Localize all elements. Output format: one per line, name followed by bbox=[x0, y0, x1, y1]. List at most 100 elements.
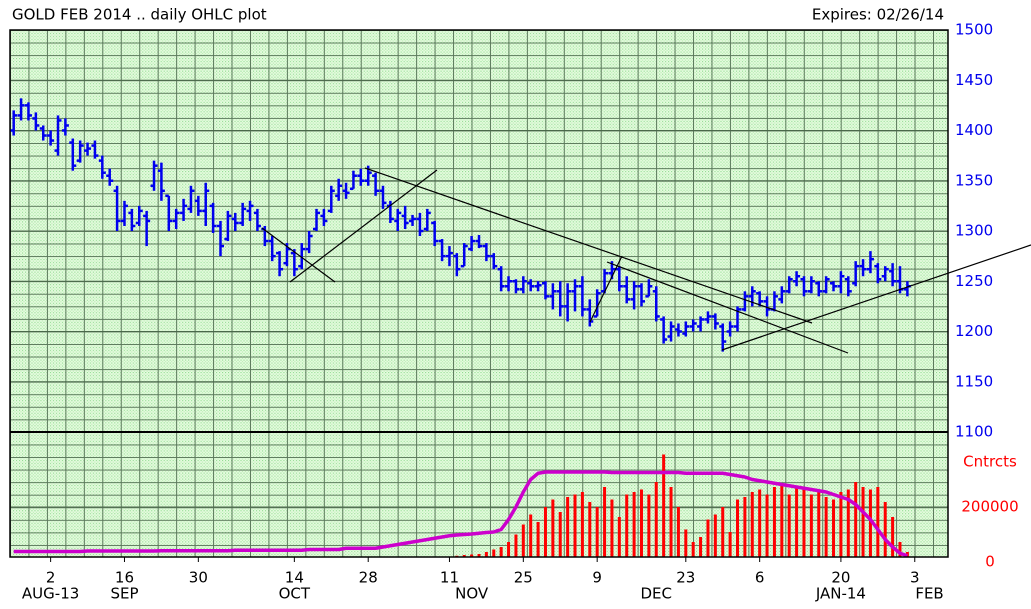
volume-bar bbox=[854, 482, 858, 557]
x-month-label: JAN-14 bbox=[815, 585, 866, 603]
y-tick-label: 1250 bbox=[955, 272, 993, 290]
x-tick-label: 11 bbox=[440, 569, 459, 587]
volume-bar bbox=[736, 499, 740, 557]
volume-bar bbox=[795, 487, 799, 557]
volume-bar bbox=[462, 555, 466, 557]
volume-bar bbox=[750, 492, 754, 557]
x-tick-label: 6 bbox=[755, 569, 765, 587]
volume-bar bbox=[802, 489, 806, 557]
volume-bar bbox=[765, 494, 769, 557]
volume-bar bbox=[625, 494, 629, 557]
plot-frame bbox=[9, 29, 949, 558]
trendline bbox=[589, 255, 623, 323]
volume-bar bbox=[610, 499, 614, 557]
volume-bar bbox=[780, 484, 784, 557]
y-tick-label: 1300 bbox=[955, 222, 993, 240]
trendlines bbox=[261, 167, 1031, 354]
chart-title: GOLD FEB 2014 .. daily OHLC plot bbox=[12, 6, 267, 24]
y-tick-label: 1100 bbox=[955, 423, 993, 441]
volume-bar bbox=[684, 529, 688, 557]
volume-bar bbox=[529, 514, 533, 557]
y-tick-label: 1200 bbox=[955, 322, 993, 340]
volume-bar bbox=[809, 494, 813, 557]
volume-bar bbox=[743, 497, 747, 557]
x-tick-label: 9 bbox=[592, 569, 602, 587]
volume-bar bbox=[839, 492, 843, 557]
volume-bar bbox=[536, 522, 540, 557]
volume-bar bbox=[721, 507, 725, 557]
volume-bar bbox=[632, 492, 636, 557]
volume-bar bbox=[787, 494, 791, 557]
volume-bar bbox=[617, 517, 621, 557]
volume-bar bbox=[573, 494, 577, 557]
x-month-label: OCT bbox=[279, 585, 311, 603]
volume-bar bbox=[654, 482, 658, 557]
volume-bar bbox=[846, 489, 850, 557]
volume-bar bbox=[699, 537, 703, 557]
volume-bar bbox=[595, 507, 599, 557]
volume-bar bbox=[832, 499, 836, 557]
volume-bar bbox=[883, 502, 887, 557]
trendline bbox=[261, 227, 336, 283]
volume-bar bbox=[647, 494, 651, 557]
volume-bar bbox=[676, 507, 680, 557]
volume-bar bbox=[477, 554, 481, 557]
x-tick-label: 20 bbox=[831, 569, 850, 587]
volume-bar bbox=[817, 492, 821, 557]
volume-bar bbox=[662, 454, 666, 557]
x-month-label: FEB bbox=[915, 585, 943, 603]
volume-bar bbox=[484, 552, 488, 557]
y2-tick-label: 200000 bbox=[961, 498, 1018, 516]
y-tick-label: 1400 bbox=[955, 121, 993, 139]
volume-bar bbox=[514, 534, 518, 557]
x-tick-label: 25 bbox=[514, 569, 533, 587]
volume-bar bbox=[898, 542, 902, 557]
y-tick-label: 1500 bbox=[955, 21, 993, 39]
volume-bar bbox=[470, 554, 474, 557]
volume-bar bbox=[713, 514, 717, 557]
x-month-label: NOV bbox=[455, 585, 489, 603]
trendline bbox=[364, 167, 813, 324]
x-tick-label: 16 bbox=[115, 569, 134, 587]
volume-bar bbox=[507, 542, 511, 557]
volume-bar bbox=[824, 497, 828, 557]
volume-bar bbox=[669, 487, 673, 557]
volume-bar bbox=[588, 502, 592, 557]
open-interest-line bbox=[13, 470, 908, 558]
volume-bar bbox=[521, 524, 525, 557]
volume-bar bbox=[876, 487, 880, 557]
volume-bar bbox=[543, 507, 547, 557]
volume-bar bbox=[551, 499, 555, 557]
volume-bar bbox=[639, 489, 643, 557]
volume-bar bbox=[580, 492, 584, 557]
trendline bbox=[289, 169, 438, 283]
chart-subtitle: Expires: 02/26/14 bbox=[812, 6, 944, 24]
x-month-label: AUG-13 bbox=[22, 585, 79, 603]
volume-bar bbox=[758, 489, 762, 557]
volume-bar bbox=[603, 487, 607, 557]
volume-bar bbox=[706, 519, 710, 557]
x-month-label: DEC bbox=[641, 585, 673, 603]
volume-bar bbox=[772, 487, 776, 557]
x-tick-label: 14 bbox=[285, 569, 304, 587]
trendline bbox=[606, 261, 849, 354]
x-tick-label: 3 bbox=[910, 569, 920, 587]
volume-bar bbox=[558, 512, 562, 557]
y-tick-label: 1450 bbox=[955, 71, 993, 89]
volume-bar bbox=[868, 489, 872, 557]
x-month-label: SEP bbox=[110, 585, 138, 603]
volume-bar bbox=[728, 532, 732, 557]
volume-bar bbox=[566, 497, 570, 557]
x-tick-label: 23 bbox=[676, 569, 695, 587]
volume-bar bbox=[861, 487, 865, 557]
y-tick-label: 1150 bbox=[955, 372, 993, 390]
volume-bar bbox=[492, 549, 496, 557]
x-tick-label: 2 bbox=[46, 569, 56, 587]
volume-bar bbox=[891, 517, 895, 557]
x-tick-label: 28 bbox=[359, 569, 378, 587]
trendline bbox=[721, 244, 1031, 351]
volume-bar bbox=[691, 542, 695, 557]
plot-background bbox=[10, 30, 948, 557]
